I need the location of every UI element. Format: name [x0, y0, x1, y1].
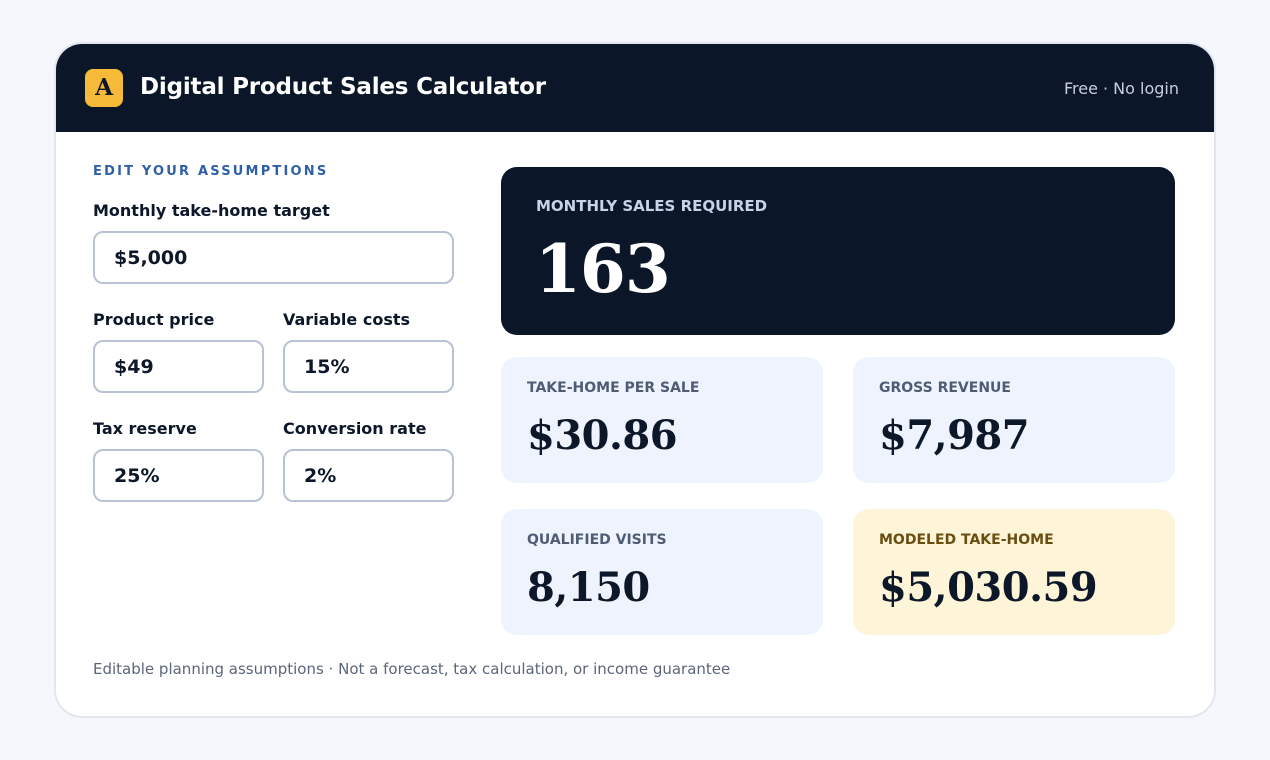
- modeled-take-home-value: $5,030.59: [879, 564, 1098, 611]
- monthly-target-input[interactable]: [93, 231, 454, 284]
- gross-revenue-value: $7,987: [879, 412, 1030, 459]
- monthly-target-label: Monthly take-home target: [93, 201, 330, 220]
- variable-costs-input[interactable]: [283, 340, 454, 393]
- take-home-per-sale-value: $30.86: [527, 412, 678, 459]
- header-meta: Free · No login: [1063, 79, 1179, 98]
- tax-reserve-input[interactable]: [93, 449, 264, 502]
- qualified-visits-label: QUALIFIED VISITS: [527, 532, 667, 548]
- gross-revenue-label: GROSS REVENUE: [879, 380, 1011, 396]
- gross-revenue-card: GROSS REVENUE $7,987: [853, 357, 1175, 483]
- assumptions-section-label: EDIT YOUR ASSUMPTIONS: [93, 164, 329, 179]
- monthly-sales-value: 163: [535, 230, 671, 308]
- tax-reserve-label: Tax reserve: [93, 419, 197, 438]
- product-price-input[interactable]: [93, 340, 264, 393]
- logo-icon: A: [85, 69, 123, 107]
- modeled-take-home-card: MODELED TAKE-HOME $5,030.59: [853, 509, 1175, 635]
- app-header: A Digital Product Sales Calculator Free …: [56, 44, 1214, 132]
- product-price-label: Product price: [93, 310, 215, 329]
- take-home-per-sale-card: TAKE-HOME PER SALE $30.86: [501, 357, 823, 483]
- app-title: Digital Product Sales Calculator: [140, 74, 546, 100]
- qualified-visits-value: 8,150: [527, 564, 650, 611]
- take-home-per-sale-label: TAKE-HOME PER SALE: [527, 380, 700, 396]
- conversion-rate-label: Conversion rate: [283, 419, 427, 438]
- calculator-card: A Digital Product Sales Calculator Free …: [54, 42, 1216, 718]
- qualified-visits-card: QUALIFIED VISITS 8,150: [501, 509, 823, 635]
- monthly-sales-card: MONTHLY SALES REQUIRED 163: [501, 167, 1175, 335]
- variable-costs-label: Variable costs: [283, 310, 411, 329]
- conversion-rate-input[interactable]: [283, 449, 454, 502]
- footer-disclaimer: Editable planning assumptions · Not a fo…: [93, 660, 731, 678]
- modeled-take-home-label: MODELED TAKE-HOME: [879, 532, 1054, 548]
- monthly-sales-label: MONTHLY SALES REQUIRED: [536, 197, 768, 215]
